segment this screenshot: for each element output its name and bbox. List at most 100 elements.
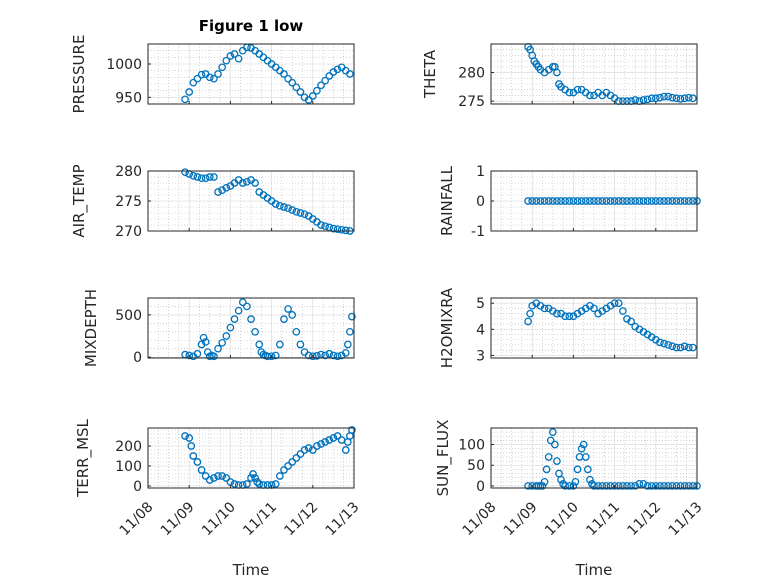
data-point	[300, 210, 309, 219]
data-point	[627, 197, 635, 205]
data-point	[557, 475, 565, 484]
data-point	[528, 197, 537, 205]
data-point	[222, 183, 231, 192]
data-point	[635, 480, 644, 488]
data-point	[288, 458, 297, 466]
data-point	[284, 462, 292, 470]
data-point	[664, 92, 673, 101]
data-point	[325, 349, 334, 358]
data-point	[189, 452, 198, 460]
data-point	[193, 349, 202, 358]
x-axis-label: Time	[232, 561, 270, 579]
data-point	[610, 197, 619, 205]
data-point	[668, 342, 677, 351]
y-tick-label: 280	[115, 164, 142, 180]
data-point	[218, 338, 227, 347]
data-point	[660, 197, 668, 205]
y-axis-label: H2OMIXRA	[438, 287, 456, 368]
plot-frame	[490, 43, 698, 105]
y-ticks: 950 1000	[106, 57, 142, 106]
plot-frame	[147, 43, 355, 105]
data-point	[333, 225, 342, 234]
data-point	[325, 436, 334, 444]
data-point	[214, 70, 222, 78]
data-point	[346, 70, 354, 78]
data-point	[247, 474, 255, 482]
x-tick-label: 11/12	[624, 499, 664, 539]
data-point	[651, 197, 660, 205]
plot-frame	[490, 427, 698, 489]
x-tick-label: 11/08	[460, 499, 500, 539]
x-tick-label: 11/13	[666, 499, 706, 539]
y-tick-label: 270	[115, 224, 142, 240]
data-point	[689, 197, 697, 205]
data-point	[639, 197, 648, 205]
data-point	[540, 197, 549, 205]
data-point	[551, 440, 559, 449]
data-point	[631, 482, 640, 490]
figure-title: Figure 1 low	[199, 17, 304, 35]
y-tick-label: 950	[115, 90, 142, 106]
data-point	[317, 440, 325, 448]
data-point	[243, 302, 251, 311]
subplot-theta: 275 280 THETA	[421, 43, 698, 110]
plot-frame	[147, 170, 355, 232]
data-point	[664, 197, 673, 205]
data-point	[214, 188, 222, 196]
data-point	[598, 197, 607, 205]
data-point	[651, 482, 660, 490]
data-point	[647, 197, 656, 205]
data-point	[251, 327, 259, 336]
data-point	[193, 458, 202, 466]
data-point	[647, 94, 656, 103]
data-point	[348, 426, 356, 434]
y-axis-label: AIR_TEMP	[70, 164, 89, 237]
x-tick-label: 11/11	[583, 499, 623, 539]
data-point	[288, 78, 297, 87]
data-point	[329, 224, 338, 233]
data-point	[210, 474, 218, 482]
data-point	[614, 482, 623, 490]
subplot-sun-flux: 0 50 100 11/08 11/09 11/10 11/11 11/12 1…	[434, 420, 705, 579]
data-point	[280, 466, 288, 474]
data-point	[656, 482, 664, 490]
y-ticks: 0 100 200	[115, 439, 142, 495]
data-point	[181, 95, 189, 104]
data-point	[284, 204, 292, 213]
data-point	[553, 457, 561, 465]
data-point	[610, 482, 619, 490]
data-point	[284, 305, 292, 313]
y-tick-label: 0	[476, 479, 485, 495]
subplot-rainfall: -1 0 1 RAINFALL	[438, 164, 701, 240]
data-point	[680, 197, 689, 205]
data-point	[643, 482, 652, 490]
data-point	[627, 317, 635, 326]
data-point	[680, 482, 689, 490]
subplot-mixdepth: 0 500 MIXDEPTH	[82, 289, 356, 367]
y-ticks: 270 275 280	[115, 164, 142, 240]
y-tick-label: 0	[133, 479, 142, 495]
data-point	[635, 197, 644, 205]
data-point	[610, 299, 619, 308]
data-point	[561, 482, 570, 490]
y-tick-label: 0	[133, 350, 142, 366]
data-point	[197, 70, 206, 79]
data-point	[181, 432, 189, 440]
data-point	[577, 197, 586, 205]
data-point	[672, 197, 681, 205]
data-points	[524, 43, 697, 105]
y-tick-label: 1	[476, 164, 485, 180]
data-point	[590, 482, 598, 490]
grid-lines	[490, 427, 698, 488]
data-point	[573, 197, 582, 205]
data-point	[296, 88, 305, 96]
y-ticks: -1 0 1	[471, 164, 485, 240]
data-point	[341, 226, 350, 235]
data-point	[676, 197, 685, 205]
data-point	[540, 304, 549, 313]
data-point	[618, 482, 627, 490]
data-point	[623, 482, 631, 490]
data-point	[602, 197, 611, 205]
subplot-pressure: 950 1000 PRESSURE	[70, 35, 355, 113]
